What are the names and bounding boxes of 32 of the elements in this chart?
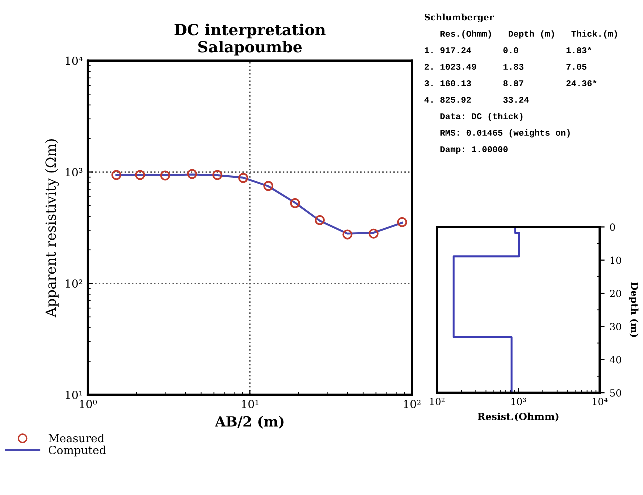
x-tick-label: 10⁰ — [80, 400, 98, 408]
text: 4. 825.92 33.24 — [424, 97, 530, 104]
x-axis-title: AB/2 (m) — [215, 416, 284, 429]
text: 2. 1023.49 1.83 7.05 — [424, 64, 587, 70]
text: Schlumberger — [424, 14, 494, 22]
y-tick-label: 20 — [610, 290, 622, 298]
legend-label: Computed — [48, 446, 106, 457]
y-tick-label: 30 — [610, 323, 622, 331]
legend-label: Measured — [48, 434, 104, 443]
text: 3. 160.13 8.87 24.36* — [424, 80, 597, 87]
y-tick-label: 40 — [610, 356, 622, 364]
chart-title: DC interpretation Salapoumbe — [174, 24, 326, 56]
text: Res.(Ohmm) Depth (m) Thick.(m) — [440, 30, 618, 39]
x-axis-title: Resist.(Ohmm) — [478, 412, 559, 422]
y-axis-title: Apparent resistivity (Ωm) — [45, 139, 60, 318]
y-axis-title: Depth (m) — [629, 282, 639, 338]
x-tick-label: 10¹ — [242, 400, 259, 408]
y-tick-label: 10² — [66, 280, 83, 288]
y-tick-label: 50 — [610, 390, 622, 397]
text: Data: DC (thick) — [440, 113, 523, 122]
y-tick-label: 0 — [610, 224, 616, 232]
text: 1. 917.24 0.0 1.83* — [424, 47, 592, 54]
text: RMS: 0.01465 (weights on) — [440, 130, 570, 138]
x-tick-label: 10² — [430, 398, 445, 406]
y-tick-label: 10 — [610, 256, 622, 264]
x-tick-label: 10³ — [512, 398, 526, 406]
y-tick-label: 10¹ — [66, 390, 82, 400]
y-tick-label: 10³ — [66, 168, 83, 177]
x-tick-label: 10⁴ — [592, 398, 608, 406]
y-tick-label: 10⁴ — [66, 56, 83, 66]
text: Damp: 1.00000 — [440, 146, 508, 154]
x-tick-label: 10² — [404, 400, 421, 408]
